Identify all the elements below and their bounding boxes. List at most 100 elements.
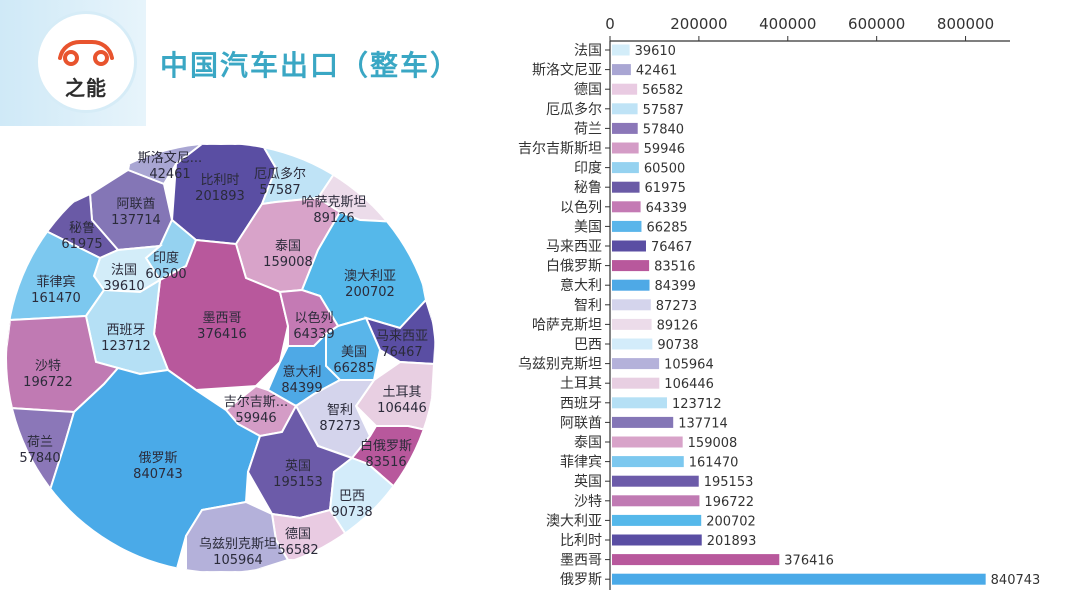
x-tick-label: 800000 bbox=[937, 15, 994, 33]
cell-value-label: 123712 bbox=[101, 339, 151, 354]
bar bbox=[612, 83, 638, 95]
cell-name-label: 澳大利亚 bbox=[344, 268, 396, 284]
bar-value-label: 840743 bbox=[991, 573, 1041, 588]
bar-value-label: 200702 bbox=[706, 514, 756, 529]
cell-name-label: 白俄罗斯 bbox=[360, 438, 412, 454]
bar bbox=[612, 201, 641, 213]
cell-value-label: 105964 bbox=[213, 553, 263, 568]
cell-value-label: 59946 bbox=[235, 411, 276, 426]
logo-text: 之能 bbox=[65, 76, 107, 100]
bar-value-label: 57840 bbox=[643, 122, 684, 137]
bar-category-label: 英国 bbox=[574, 473, 602, 490]
bar-value-label: 39610 bbox=[635, 44, 676, 59]
cell-name-label: 沙特 bbox=[35, 359, 61, 374]
cell-value-label: 196722 bbox=[23, 375, 73, 390]
bar-category-label: 美国 bbox=[574, 219, 602, 235]
cell-name-label: 荷兰 bbox=[27, 435, 53, 450]
bar bbox=[612, 44, 630, 56]
bar bbox=[612, 397, 667, 409]
bar-category-label: 秘鲁 bbox=[574, 180, 602, 196]
cell-name-label: 巴西 bbox=[339, 489, 365, 504]
cell-name-label: 土耳其 bbox=[382, 385, 421, 400]
page-title: 中国汽车出口（整车） bbox=[160, 49, 461, 82]
bar-value-label: 123712 bbox=[672, 397, 722, 412]
cell-name-label: 法国 bbox=[111, 263, 137, 278]
cell-name-label: 美国 bbox=[341, 345, 367, 360]
bar-value-label: 105964 bbox=[664, 358, 714, 373]
cell-value-label: 87273 bbox=[319, 419, 360, 434]
x-tick-label: 200000 bbox=[670, 15, 727, 33]
bar bbox=[612, 279, 650, 291]
car-logo-icon bbox=[58, 40, 114, 66]
bar-category-label: 阿联酋 bbox=[560, 414, 602, 431]
cell-value-label: 840743 bbox=[133, 467, 183, 482]
bar bbox=[612, 240, 646, 252]
bar bbox=[612, 260, 650, 272]
bar-value-label: 42461 bbox=[636, 64, 677, 79]
cell-value-label: 57587 bbox=[259, 183, 300, 198]
cell-name-label: 德国 bbox=[285, 527, 311, 542]
horizontal-bar-chart: 0 200000 400000 600000 800000 法国 39610 斯洛文尼亚 42… bbox=[518, 15, 1041, 590]
bar bbox=[612, 377, 660, 389]
bar bbox=[612, 416, 674, 428]
bar-category-label: 以色列 bbox=[560, 199, 602, 216]
cell-name-label: 乌兹别克斯坦 bbox=[199, 536, 277, 552]
bar-category-label: 德国 bbox=[574, 82, 602, 98]
bar-category-label: 法国 bbox=[574, 43, 602, 59]
bar-category-label: 吉尔吉斯斯坦 bbox=[518, 141, 602, 157]
bar-category-label: 澳大利亚 bbox=[546, 513, 602, 529]
bar bbox=[612, 436, 683, 448]
bar bbox=[612, 122, 638, 134]
cell-name-label: 墨西哥 bbox=[202, 311, 241, 326]
bar bbox=[612, 338, 653, 350]
bar-category-label: 斯洛文尼亚 bbox=[532, 63, 602, 79]
bar bbox=[612, 220, 642, 232]
bar bbox=[612, 299, 651, 311]
bar-category-label: 智利 bbox=[574, 298, 602, 314]
bar-category-label: 荷兰 bbox=[574, 121, 602, 137]
cell-name-label: 泰国 bbox=[275, 239, 301, 254]
bar bbox=[612, 358, 660, 370]
bar-category-label: 马来西亚 bbox=[546, 239, 602, 255]
x-tick-label: 400000 bbox=[759, 15, 816, 33]
cell-value-label: 83516 bbox=[365, 455, 406, 470]
cell-name-label: 马来西亚 bbox=[376, 329, 428, 344]
cell-value-label: 42461 bbox=[149, 167, 190, 182]
bar bbox=[612, 495, 700, 507]
bar bbox=[612, 162, 639, 174]
bar-value-label: 90738 bbox=[657, 338, 698, 353]
cell-name-label: 哈萨克斯坦 bbox=[301, 195, 366, 210]
bar-value-label: 83516 bbox=[654, 260, 695, 275]
cell-value-label: 56582 bbox=[277, 543, 318, 558]
bar-category-label: 巴西 bbox=[574, 337, 602, 353]
cell-value-label: 137714 bbox=[111, 213, 161, 228]
cell-name-label: 以色列 bbox=[294, 310, 333, 326]
cell-value-label: 64339 bbox=[293, 327, 334, 342]
cell-name-label: 英国 bbox=[285, 459, 311, 474]
cell-value-label: 376416 bbox=[197, 327, 247, 342]
cell-value-label: 39610 bbox=[103, 279, 144, 294]
cell-value-label: 66285 bbox=[333, 361, 374, 376]
bar-value-label: 76467 bbox=[651, 240, 692, 255]
bar bbox=[612, 514, 702, 526]
bar bbox=[612, 103, 638, 115]
bar-value-label: 87273 bbox=[656, 299, 697, 314]
bar-value-label: 159008 bbox=[688, 436, 738, 451]
bar-category-label: 沙特 bbox=[574, 494, 602, 510]
cell-value-label: 201893 bbox=[195, 189, 245, 204]
cell-name-label: 菲律宾 bbox=[36, 274, 75, 290]
bar bbox=[612, 142, 639, 154]
bar-value-label: 66285 bbox=[646, 220, 687, 235]
cell-name-label: 吉尔吉斯... bbox=[224, 395, 288, 410]
bar bbox=[612, 456, 684, 468]
bar-value-label: 89126 bbox=[657, 318, 698, 333]
x-tick-label: 0 bbox=[605, 15, 615, 33]
bar-category-label: 意大利 bbox=[560, 277, 602, 294]
cell-value-label: 60500 bbox=[145, 267, 186, 282]
bar-value-label: 161470 bbox=[689, 456, 739, 471]
bar-value-label: 60500 bbox=[644, 162, 685, 177]
cell-value-label: 89126 bbox=[313, 211, 354, 226]
bar bbox=[612, 64, 631, 76]
cell-name-label: 西班牙 bbox=[106, 323, 145, 338]
cell-value-label: 200702 bbox=[345, 285, 395, 300]
